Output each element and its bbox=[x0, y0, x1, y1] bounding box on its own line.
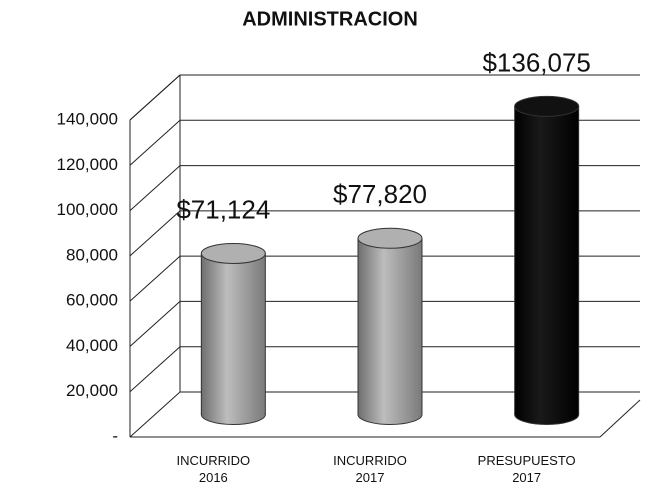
x-tick-label-line: INCURRIDO bbox=[333, 453, 407, 468]
x-tick-label: PRESUPUESTO 2017 bbox=[478, 453, 576, 485]
bar bbox=[514, 106, 579, 415]
x-tick-label-line: 2017 bbox=[356, 470, 385, 485]
bar-top bbox=[514, 95, 580, 117]
x-tick-label-line: PRESUPUESTO bbox=[478, 453, 576, 468]
y-tick-label: 80,000 bbox=[66, 245, 118, 264]
y-tick-label: 20,000 bbox=[66, 381, 118, 400]
x-tick-label: INCURRIDO 2016 bbox=[176, 453, 250, 485]
floor-edge bbox=[599, 399, 641, 438]
y-tick-label: 60,000 bbox=[66, 291, 118, 310]
x-tick-label-line: INCURRIDO bbox=[176, 453, 250, 468]
grid-line bbox=[129, 391, 640, 438]
data-label: $77,820 bbox=[333, 179, 427, 209]
bar bbox=[358, 238, 422, 415]
x-tick-label-line: 2016 bbox=[199, 470, 228, 485]
grid-line bbox=[129, 119, 640, 166]
chart-title: ADMINISTRACION bbox=[242, 8, 418, 30]
grid-line bbox=[129, 165, 640, 211]
grid-line bbox=[129, 210, 640, 257]
y-tick-label: - bbox=[112, 426, 118, 445]
bar bbox=[201, 253, 266, 415]
grid-line bbox=[129, 255, 640, 302]
grid-line bbox=[129, 74, 640, 121]
y-tick-label: 140,000 bbox=[57, 109, 118, 128]
x-tick-label: INCURRIDO 2017 bbox=[333, 453, 407, 485]
y-tick-label: 40,000 bbox=[66, 336, 118, 355]
y-tick-label: 120,000 bbox=[57, 155, 118, 174]
y-tick-label: 100,000 bbox=[57, 200, 118, 219]
grid-line bbox=[129, 346, 640, 393]
data-label: $136,075 bbox=[482, 47, 590, 77]
bar-top bbox=[200, 242, 266, 264]
bar-top bbox=[357, 227, 423, 249]
data-label: $71,124 bbox=[176, 194, 270, 224]
x-tick-label-line: 2017 bbox=[512, 470, 541, 485]
grid-line bbox=[129, 300, 640, 347]
